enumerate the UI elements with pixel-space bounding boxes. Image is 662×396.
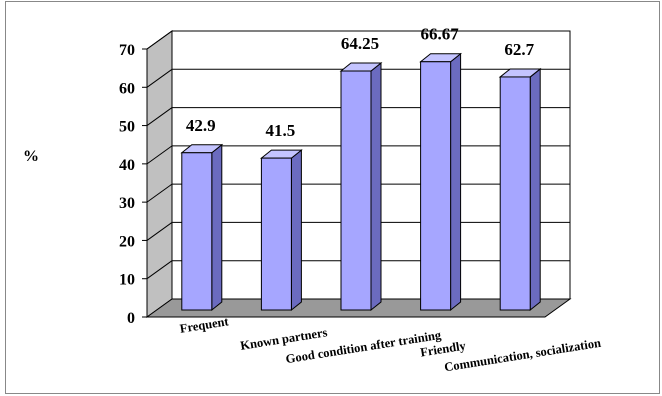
y-tick-label: 60: [119, 80, 135, 97]
y-tick-label: 50: [119, 119, 135, 136]
gridline-side: [146, 260, 173, 280]
gridline-side: [146, 183, 173, 203]
bar: [340, 70, 372, 311]
bar: [420, 61, 452, 311]
y-tick-label: 10: [119, 272, 135, 289]
y-tick-label: 30: [119, 195, 135, 212]
bar: [260, 157, 292, 311]
y-tick-label: 70: [119, 42, 135, 59]
bar-side: [529, 67, 541, 312]
data-label: 62.7: [504, 40, 534, 59]
data-label: 66.67: [420, 25, 459, 44]
bar: [181, 152, 213, 311]
data-label: 42.9: [186, 116, 216, 135]
side-wall: [146, 30, 173, 318]
gridline-side: [146, 30, 173, 50]
gridline-side: [146, 222, 173, 241]
bar-side: [370, 61, 382, 312]
bar-side: [290, 149, 302, 312]
data-label: 41.5: [266, 121, 296, 140]
y-tick-label: 0: [127, 310, 135, 327]
category-label: Communication, socialization: [443, 336, 602, 375]
gridline-side: [146, 68, 173, 88]
gridline-side: [146, 145, 173, 165]
y-tick-label: 20: [119, 233, 135, 250]
bar-side: [450, 52, 462, 312]
bar: [499, 76, 531, 311]
y-axis-label: %: [23, 148, 39, 165]
gridline-side: [146, 107, 173, 126]
bar-side: [211, 143, 223, 312]
y-tick-label: 40: [119, 157, 135, 174]
data-label: 64.25: [341, 34, 379, 53]
